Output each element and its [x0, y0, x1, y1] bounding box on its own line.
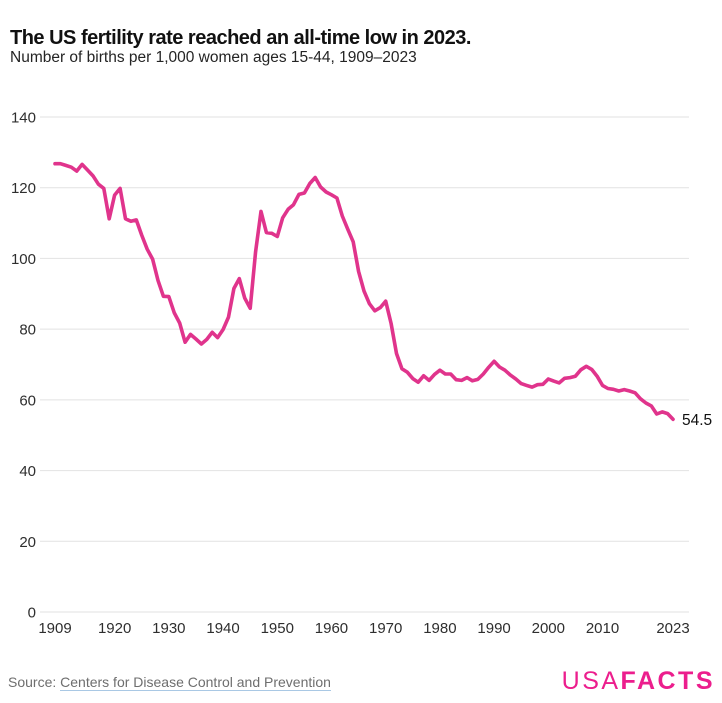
page-subtitle: Number of births per 1,000 women ages 15…	[10, 49, 417, 66]
y-tick-label: 40	[19, 463, 36, 480]
x-tick-label: 2023	[656, 620, 689, 637]
x-tick-label: 1909	[38, 620, 71, 637]
y-tick-label: 20	[19, 534, 36, 551]
source-prefix: Source:	[8, 674, 61, 690]
x-tick-label: 1940	[206, 620, 239, 637]
source-link[interactable]: Centers for Disease Control and Preventi…	[60, 674, 331, 691]
latest-value-label: 54.5	[682, 412, 712, 429]
fertility-trend-line	[53, 161, 675, 422]
y-tick-label: 140	[11, 110, 36, 127]
logo-usa: USA	[561, 667, 621, 695]
footer: Source: Centers for Disease Control and …	[0, 657, 722, 703]
x-tick-label: 1970	[369, 620, 402, 637]
x-tick-label: 1960	[315, 620, 348, 637]
y-tick-label: 0	[28, 605, 36, 622]
source-note: Source: Centers for Disease Control and …	[8, 674, 331, 691]
x-tick-label: 1950	[261, 620, 294, 637]
x-tick-label: 1980	[423, 620, 456, 637]
fertility-line-chart: 0 20 40 60 80 100 120 140 1909 1920 1930 1940 1950 19…	[11, 110, 712, 638]
y-tick-label: 80	[19, 322, 36, 339]
x-tick-label: 2000	[532, 620, 565, 637]
y-tick-label: 120	[11, 180, 36, 197]
x-tick-label: 1920	[98, 620, 131, 637]
y-tick-label: 60	[19, 392, 36, 409]
y-tick-label: 100	[11, 251, 36, 268]
x-tick-label: 1990	[477, 620, 510, 637]
x-tick-label: 2010	[586, 620, 619, 637]
logo-facts: FACTS	[620, 667, 715, 695]
x-tick-label: 1930	[152, 620, 185, 637]
page-title: The US fertility rate reached an all-tim…	[10, 27, 471, 50]
usafacts-logo: USAFACTS	[562, 669, 715, 694]
